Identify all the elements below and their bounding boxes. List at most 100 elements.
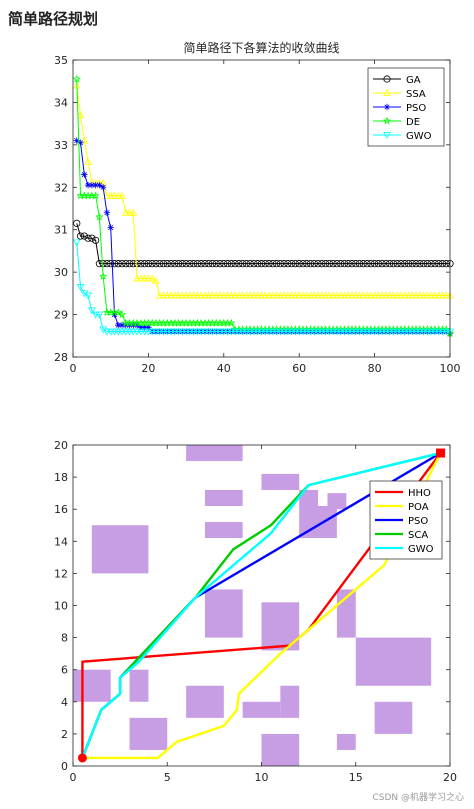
x-tick-label: 100 bbox=[440, 362, 461, 375]
y-tick-label: 12 bbox=[54, 567, 68, 580]
data-point bbox=[355, 260, 364, 268]
data-point bbox=[152, 276, 160, 284]
data-point bbox=[382, 116, 392, 125]
data-point bbox=[370, 328, 379, 336]
data-point bbox=[190, 260, 198, 268]
data-point bbox=[438, 260, 447, 268]
data-point bbox=[378, 260, 386, 268]
data-point bbox=[91, 311, 100, 319]
data-point bbox=[106, 191, 115, 199]
data-point bbox=[84, 292, 92, 300]
data-point bbox=[385, 291, 394, 299]
data-point bbox=[257, 291, 266, 299]
series-de bbox=[72, 74, 455, 338]
data-point bbox=[115, 321, 122, 329]
data-point bbox=[333, 328, 341, 336]
data-point bbox=[351, 291, 360, 299]
data-point bbox=[204, 328, 213, 336]
obstacle bbox=[129, 717, 168, 750]
data-point bbox=[348, 291, 356, 299]
data-point bbox=[114, 328, 123, 336]
data-point bbox=[333, 291, 341, 299]
data-point bbox=[88, 181, 96, 189]
legend-label: GA bbox=[406, 75, 421, 86]
data-point bbox=[125, 328, 134, 336]
data-point bbox=[291, 260, 300, 268]
data-point bbox=[189, 328, 198, 336]
data-point bbox=[419, 328, 428, 336]
data-point bbox=[231, 328, 239, 336]
data-point bbox=[95, 212, 104, 221]
data-point bbox=[155, 328, 164, 336]
data-point bbox=[250, 328, 258, 336]
data-point bbox=[111, 311, 118, 318]
data-point bbox=[114, 191, 123, 199]
data-point bbox=[246, 260, 254, 268]
data-point bbox=[130, 321, 137, 329]
y-tick-label: 10 bbox=[54, 600, 68, 613]
data-point bbox=[197, 260, 205, 268]
data-point bbox=[235, 291, 243, 299]
data-point bbox=[442, 291, 451, 299]
data-point bbox=[220, 260, 228, 268]
y-tick-label: 14 bbox=[54, 535, 68, 548]
data-point bbox=[370, 260, 379, 268]
obstacle bbox=[299, 489, 319, 506]
data-point bbox=[318, 260, 326, 268]
data-point bbox=[99, 272, 108, 280]
data-point bbox=[431, 328, 439, 336]
legend-label: SSA bbox=[406, 89, 426, 100]
obstacle bbox=[355, 637, 432, 686]
data-point bbox=[363, 260, 371, 268]
data-point bbox=[159, 328, 168, 336]
legend-label: SCA bbox=[408, 530, 428, 541]
data-point bbox=[383, 88, 391, 96]
data-point bbox=[129, 328, 138, 336]
data-point bbox=[110, 260, 119, 268]
data-point bbox=[178, 260, 186, 268]
data-point bbox=[295, 291, 304, 299]
path-map-chart: 0 5 10 15 20 0 2 4 6 8 10 12 14 16 18 20 HHO POA PSO SCA GWO bbox=[54, 439, 457, 784]
data-point bbox=[167, 328, 175, 336]
data-point bbox=[212, 328, 221, 336]
data-point bbox=[359, 291, 368, 299]
data-point bbox=[118, 321, 126, 329]
data-point bbox=[186, 260, 194, 268]
obstacle bbox=[91, 525, 149, 574]
data-point bbox=[178, 291, 187, 299]
data-point bbox=[272, 328, 281, 336]
y-tick-label: 34 bbox=[54, 96, 68, 109]
data-point bbox=[73, 219, 81, 227]
data-point bbox=[303, 260, 311, 268]
data-point bbox=[299, 291, 307, 299]
data-point bbox=[427, 291, 436, 299]
data-point bbox=[317, 328, 326, 336]
data-point bbox=[438, 291, 447, 299]
data-point bbox=[265, 328, 273, 336]
data-point bbox=[145, 324, 152, 331]
data-point bbox=[170, 328, 179, 336]
data-point bbox=[208, 328, 217, 336]
data-point bbox=[310, 260, 318, 268]
data-point bbox=[174, 260, 183, 268]
data-point bbox=[355, 291, 364, 299]
data-point bbox=[291, 328, 300, 336]
data-point bbox=[133, 260, 141, 268]
data-point bbox=[397, 328, 405, 336]
data-point bbox=[227, 318, 236, 327]
data-point bbox=[144, 328, 153, 336]
convergence-chart: 简单路径下各算法的收敛曲线 0 20 40 60 80 100 28 29 30 31 32 33 34 3… bbox=[54, 40, 461, 375]
data-point bbox=[306, 291, 315, 299]
legend: GA SSA PSO DE GWO bbox=[367, 67, 445, 147]
data-point bbox=[284, 328, 292, 336]
data-point bbox=[314, 328, 322, 336]
path-poa bbox=[82, 452, 442, 760]
data-point bbox=[95, 311, 104, 319]
data-point bbox=[415, 328, 424, 336]
data-point bbox=[284, 260, 292, 268]
data-point bbox=[265, 260, 273, 268]
data-point bbox=[137, 324, 145, 331]
data-point bbox=[84, 157, 92, 165]
data-point bbox=[412, 328, 420, 336]
data-point bbox=[442, 325, 451, 333]
